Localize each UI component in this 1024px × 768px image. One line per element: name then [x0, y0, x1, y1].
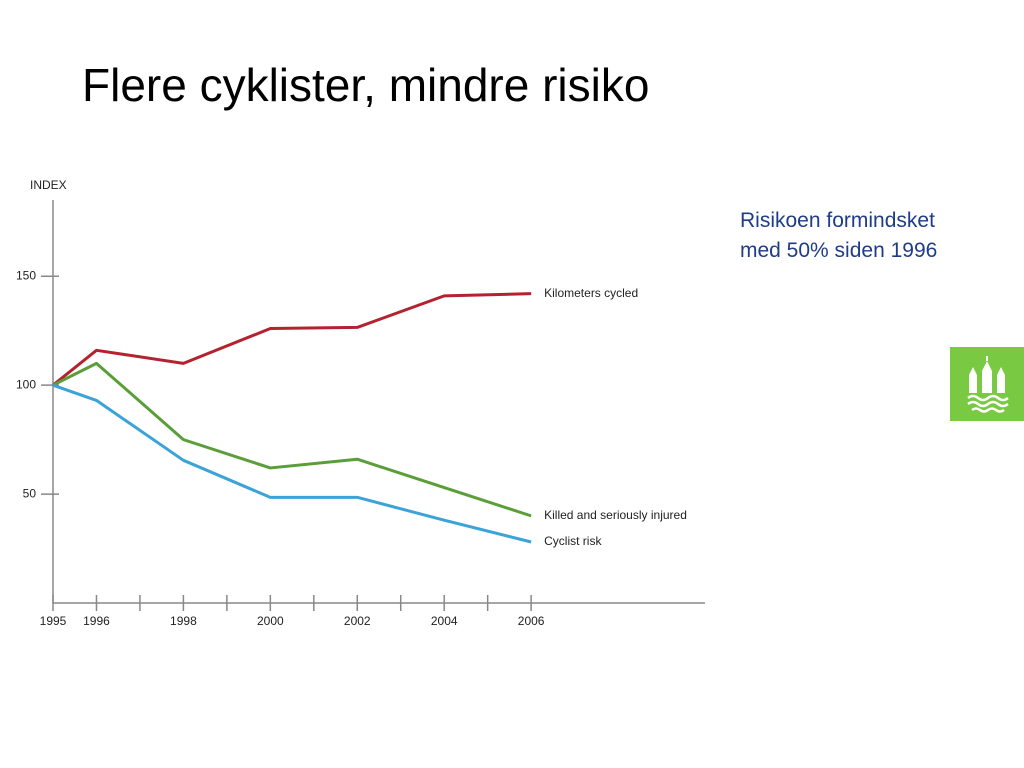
- x-tick-label: 1998: [170, 614, 197, 628]
- y-tick-label: 50: [23, 486, 37, 500]
- x-tick-label: 2000: [257, 614, 284, 628]
- annotation-line: Risikoen formindsket: [740, 209, 935, 232]
- annotation-line: med 50% siden 1996: [740, 239, 938, 262]
- series-label: Cyclist risk: [544, 534, 602, 548]
- x-tick-label: 2004: [431, 614, 458, 628]
- x-tick-label: 1996: [83, 614, 110, 628]
- x-tick-label: 2002: [344, 614, 371, 628]
- x-tick-label: 1995: [40, 614, 67, 628]
- series-label: Killed and seriously injured: [544, 508, 687, 522]
- y-axis-label: INDEX: [30, 178, 67, 192]
- y-tick-label: 100: [16, 377, 36, 391]
- x-tick-label: 2006: [518, 614, 545, 628]
- line-series: [52, 383, 532, 544]
- series-label: Kilometers cycled: [544, 286, 638, 300]
- line-series: [52, 361, 532, 518]
- logo-icon: [967, 356, 1009, 413]
- logo: [950, 347, 1024, 421]
- annotation: Risikoen formindsket med 50% siden 1996: [740, 206, 937, 266]
- line-series: [52, 292, 532, 387]
- slide-title: Flere cyklister, mindre risiko: [82, 59, 650, 111]
- y-tick-label: 150: [16, 268, 36, 282]
